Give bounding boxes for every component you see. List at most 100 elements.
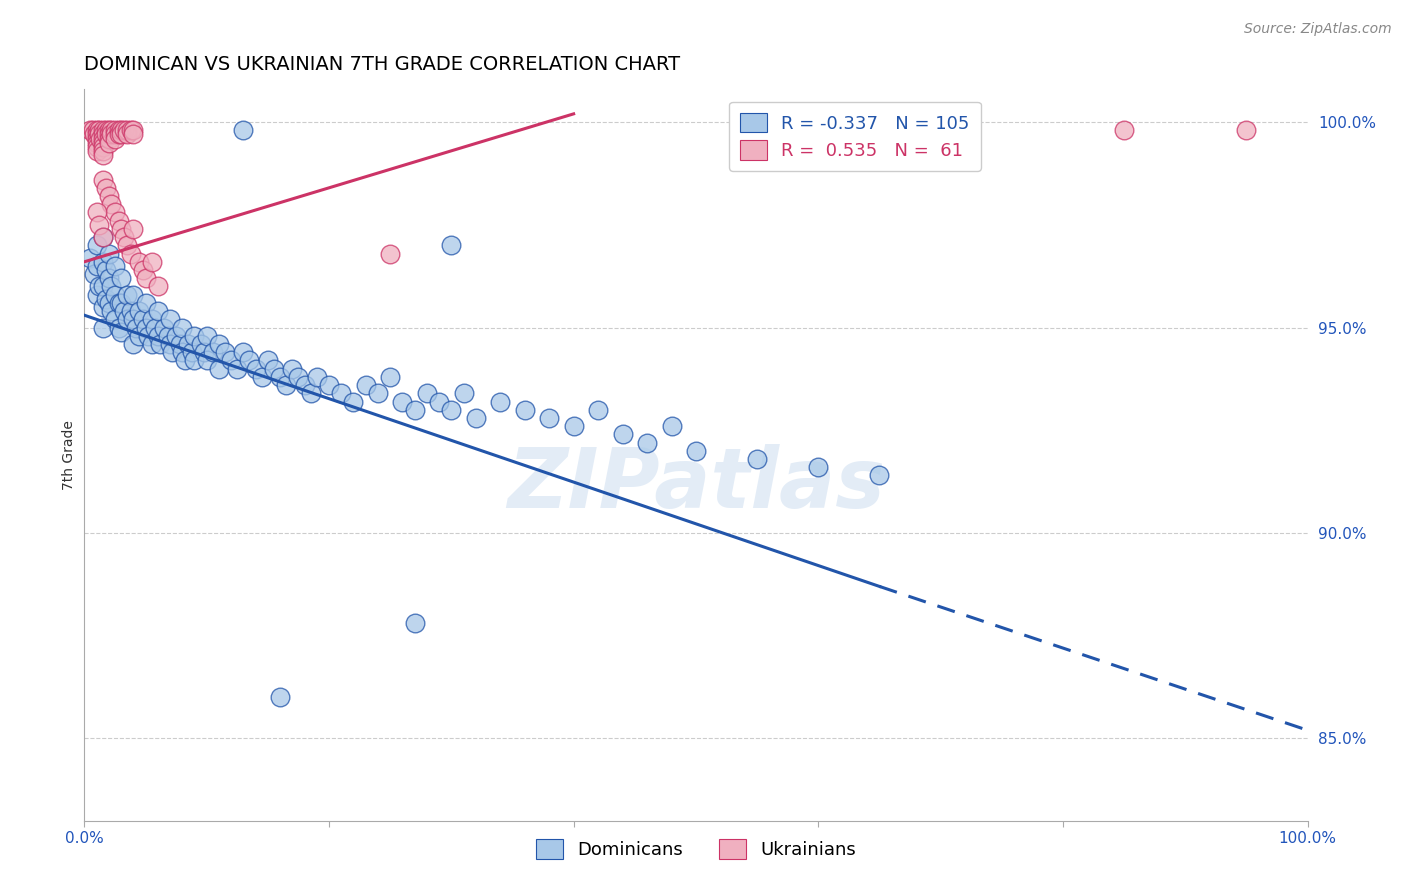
Point [489,394,512,409]
Point [100,123,122,137]
Point [159,337,181,351]
Point [299,386,322,401]
Point [208,361,231,376]
Point [86,144,108,158]
Point [128,328,150,343]
Point [91,300,114,314]
Point [120,123,142,137]
Point [115,128,138,142]
Point [232,123,254,137]
Point [122,312,145,326]
Point [91,172,114,186]
Point [87,123,110,137]
Point [100,304,122,318]
Point [110,296,132,310]
Point [1114,123,1136,137]
Point [96,292,118,306]
Point [104,128,127,142]
Point [747,452,769,467]
Point [232,345,254,359]
Point [132,263,155,277]
Point [263,361,285,376]
Point [440,402,463,417]
Point [91,320,114,334]
Point [86,205,108,219]
Y-axis label: 7th Grade: 7th Grade [62,420,76,490]
Point [440,238,463,252]
Point [162,345,184,359]
Point [97,246,120,260]
Point [367,386,389,401]
Point [86,131,108,145]
Point [91,230,114,244]
Point [172,345,194,359]
Point [195,328,218,343]
Point [104,259,127,273]
Point [91,128,114,142]
Point [96,123,118,137]
Point [110,271,132,285]
Point [96,263,118,277]
Point [87,218,110,232]
Point [453,386,475,401]
Point [97,271,120,285]
Point [513,402,536,417]
Point [538,411,561,425]
Point [104,205,127,219]
Point [86,123,108,137]
Point [416,386,439,401]
Point [91,139,114,153]
Point [89,131,111,145]
Text: DOMINICAN VS UKRAINIAN 7TH GRADE CORRELATION CHART: DOMINICAN VS UKRAINIAN 7TH GRADE CORRELA… [84,54,681,74]
Point [330,386,353,401]
Point [149,337,172,351]
Point [128,254,150,268]
Point [115,123,138,137]
Point [238,353,260,368]
Point [195,353,218,368]
Point [122,337,145,351]
Point [104,287,127,301]
Point [91,148,114,162]
Point [807,460,830,475]
Point [107,213,129,227]
Point [91,254,114,268]
Point [661,419,683,434]
Point [79,251,101,265]
Point [226,361,249,376]
Point [219,353,242,368]
Point [173,353,195,368]
Point [636,435,658,450]
Point [183,328,205,343]
Point [135,271,157,285]
Point [807,123,830,137]
Point [91,230,114,244]
Text: Source: ZipAtlas.com: Source: ZipAtlas.com [1244,22,1392,37]
Point [318,378,340,392]
Point [281,361,304,376]
Point [125,320,148,334]
Point [104,312,127,326]
Point [143,320,166,334]
Point [100,279,122,293]
Point [86,139,108,153]
Point [193,345,215,359]
Point [342,394,364,409]
Point [100,128,122,142]
Point [464,411,486,425]
Point [79,123,101,137]
Point [146,279,169,293]
Point [201,345,224,359]
Point [250,369,273,384]
Point [107,123,129,137]
Point [562,419,585,434]
Point [110,123,132,137]
Point [87,279,110,293]
Point [183,353,205,368]
Point [214,345,236,359]
Point [404,616,426,631]
Point [380,369,402,384]
Point [136,328,159,343]
Point [612,427,634,442]
Point [869,468,891,483]
